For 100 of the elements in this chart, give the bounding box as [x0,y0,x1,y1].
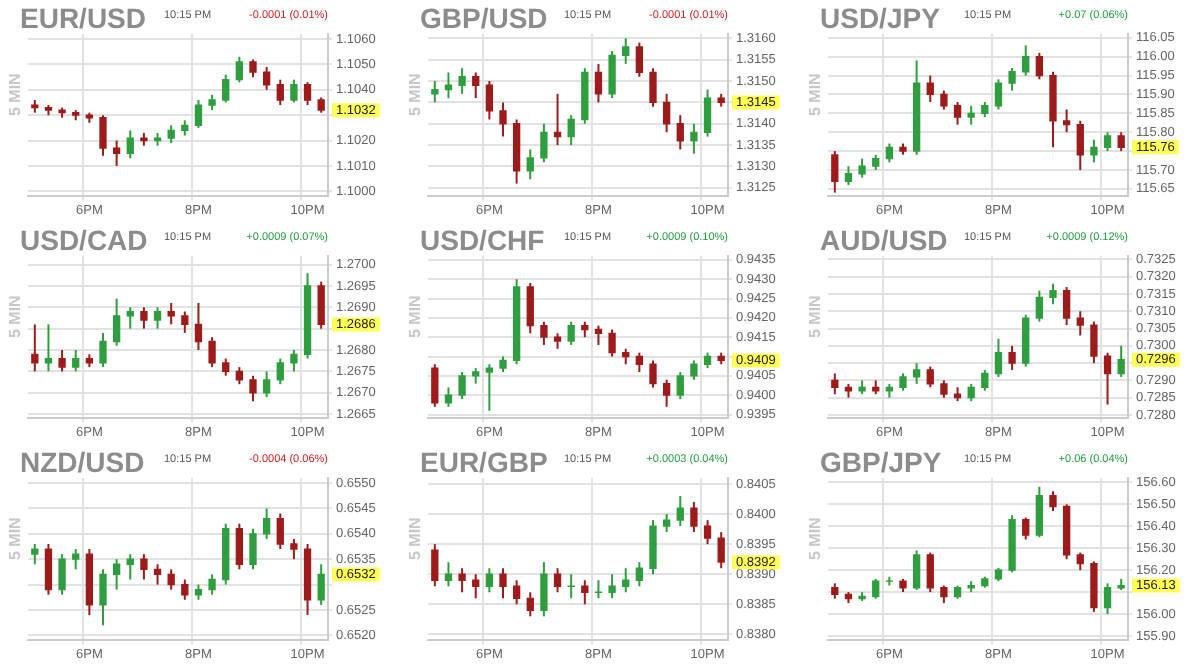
candlestick [290,537,298,561]
candlestick [262,507,271,540]
candlestick [690,501,698,534]
candlestick [608,50,616,100]
candlestick [181,578,189,601]
candlestick [31,542,39,566]
candlestick [1062,286,1071,327]
candlestick [485,80,494,121]
candlestick [485,567,494,594]
candlestick [44,323,53,373]
candlestick [112,297,121,347]
candlestick [458,371,466,401]
candlestick [540,561,548,618]
candlestick [112,558,121,591]
candlestick [635,41,644,78]
candlestick [499,567,507,600]
candlestick [1090,320,1098,365]
candlestick [994,78,1003,111]
candlestick [458,567,466,594]
candlestick [858,157,866,179]
candlestick [872,577,880,600]
candlestick [1049,490,1057,512]
candlestick [99,568,107,627]
candlestick [703,519,712,546]
candlestick [994,337,1003,378]
candlestick [1090,138,1098,164]
candlestick [126,129,134,160]
candlestick [676,495,684,528]
candlestick [58,349,66,373]
candlestick [153,306,162,330]
candlestick [262,370,271,399]
candlestick [317,563,325,606]
candlestick [485,363,494,412]
chart-title: USD/CAD [20,224,148,256]
candlestick [1035,51,1044,81]
candlestick [290,78,298,104]
candlestick [662,513,671,534]
chart-title: AUD/USD [820,224,948,256]
candlestick [31,323,39,373]
candlestick [622,567,630,594]
candlestick [981,369,989,392]
candlestick [99,331,107,369]
candlestick [458,67,466,95]
candlestick [290,349,298,373]
candlestick [99,114,107,157]
candlestick [635,351,644,373]
candlestick [444,386,453,408]
chart-title: USD/JPY [820,2,940,34]
candlestick [1049,70,1057,149]
candlestick [72,349,80,373]
candlestick [926,74,934,103]
candlestick [662,378,671,408]
candlestick [472,573,480,600]
chart-title: EUR/USD [20,2,147,34]
candlestick [167,568,175,591]
candlestick [1049,282,1057,306]
candlestick [249,527,257,571]
candlestick [194,302,203,352]
candlestick [1035,485,1044,539]
candlestick [235,522,244,571]
candlestick [553,567,562,594]
candlestick [526,148,534,181]
candlestick [276,512,284,551]
candlestick [140,553,148,581]
candlestick [1062,108,1071,134]
candlestick [885,142,894,164]
candlestick [608,328,616,358]
candlestick [676,114,684,151]
candlestick [499,101,507,138]
candlestick [208,573,216,596]
candlestick [512,579,521,606]
chart-title: NZD/USD [20,446,145,478]
candlestick [540,122,548,164]
candlestick [703,88,712,138]
candlestick [208,336,216,369]
candlestick [912,549,921,591]
candlestick [1103,131,1112,153]
candlestick [181,310,189,334]
candlestick [194,98,203,129]
candlestick [540,320,548,346]
candlestick [912,362,921,385]
chart-title: GBP/USD [420,2,548,34]
candlestick [567,114,575,147]
candlestick [926,551,934,594]
candlestick [635,561,644,588]
candlestick [662,92,671,134]
candlestick [940,89,948,111]
candlestick [222,73,230,104]
candlestick [1022,313,1030,368]
candlestick [431,543,439,588]
candlestick [58,553,66,596]
candlestick [1008,66,1016,92]
candlestick [1117,344,1125,378]
candlestick [608,573,616,600]
candlestick [303,81,312,107]
candlestick [526,282,534,335]
candlestick [276,357,284,386]
candlestick [649,519,657,576]
candlestick [622,37,630,65]
candlestick [1090,560,1098,613]
